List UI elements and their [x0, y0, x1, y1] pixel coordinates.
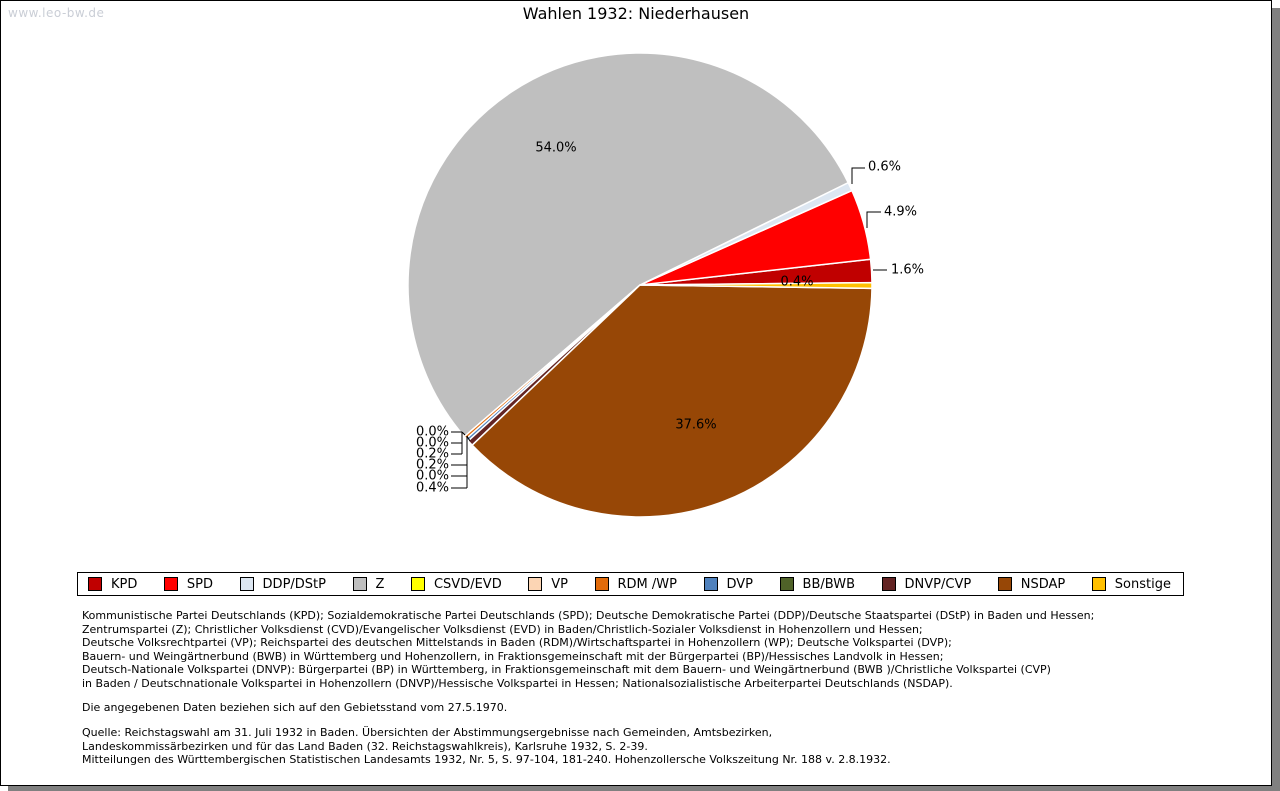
party-definitions-line: Zentrumspartei (Z); Christlicher Volksdi… [82, 622, 923, 636]
party-definitions-line: in Baden / Deutschnationale Volkspartei … [82, 676, 953, 690]
shadow-bottom [8, 786, 1272, 791]
legend-item-bb-bwb: BB/BWB [779, 576, 855, 592]
legend-item-csvd-evd: CSVD/EVD [410, 576, 502, 592]
legend-item-kpd: KPD [88, 577, 137, 592]
value-label-dvp: 0.2% [415, 457, 449, 473]
pie-chart-svg [407, 52, 887, 518]
legend-swatch [352, 577, 367, 591]
value-label-vp: 0.0% [415, 435, 449, 451]
value-label-dnvp: 0.4% [415, 480, 449, 496]
legend-label: KPD [111, 576, 138, 592]
party-definitions-line: Bauern- und Weingärtnerbund (BWB) in Wür… [82, 649, 944, 663]
legend-label: DNVP/CVP [904, 576, 972, 592]
legend-label: Z [375, 576, 385, 592]
leader-lines [451, 167, 887, 489]
watermark: www.leo-bw.de [8, 6, 105, 20]
legend-label: Sonstige [1114, 576, 1171, 592]
legend-swatch [1091, 577, 1106, 591]
legend-item-dvp: DVP [703, 576, 754, 592]
party-definitions-line: Kommunistische Partei Deutschlands (KPD)… [82, 609, 1095, 622]
shadow-right [1272, 8, 1280, 791]
legend-swatch [163, 577, 178, 591]
legend-label: DDP/DStP [262, 576, 326, 592]
legend-swatch [703, 577, 718, 591]
legend-swatch [594, 577, 609, 591]
legend-item-rdm-wp: RDM /WP [594, 576, 677, 592]
legend-label: DVP [726, 576, 754, 592]
legend-item-vp: VP [528, 577, 568, 592]
value-label-rdm: 0.2% [415, 446, 449, 462]
legend-item-z: Z [352, 576, 385, 592]
legend-item-sonstige: Sonstige [1091, 576, 1171, 592]
legend-swatch [88, 577, 102, 591]
legend-label: CSVD/EVD [433, 576, 502, 592]
party-definitions: Kommunistische Partei Deutschlands (KPD)… [82, 609, 1094, 690]
legend-swatch [528, 577, 543, 591]
value-label-csvd: 0.0% [415, 424, 449, 440]
pie-slice-z [407, 52, 849, 438]
legend-swatch [997, 577, 1012, 591]
legend-label: SPD [186, 576, 214, 592]
source-line: Landeskommissärbezirken und für das Land… [82, 739, 648, 753]
legend-swatch [881, 577, 896, 591]
value-label-nsdap: 37.6% [675, 417, 717, 433]
pie-slices [407, 52, 873, 518]
legend-item-nsdap: NSDAP [997, 576, 1066, 592]
pie-slice-sonstige [639, 281, 873, 290]
source-line: Quelle: Reichstagswahl am 31. Juli 1932 … [82, 726, 773, 739]
pie-chart: 54.0% 37.6% 0.4% 0.6% 4.9% 1.6% 0.0% 0.0… [407, 52, 925, 518]
legend-item-dnvp-cvp: DNVP/CVP [881, 576, 972, 592]
legend-label: NSDAP [1020, 576, 1066, 592]
source-line: Mitteilungen des Württembergischen Stati… [82, 753, 891, 766]
party-definitions-line: Deutsch-Nationale Volkspartei (DNVP): Bü… [82, 663, 1051, 676]
legend-swatch [239, 577, 254, 591]
source: Quelle: Reichstagswahl am 31. Juli 1932 … [82, 726, 891, 767]
legend-label: RDM /WP [617, 576, 677, 592]
party-definitions-line: Deutsche Volksrechtpartei (VP); Reichspa… [82, 636, 952, 649]
page-title: Wahlen 1932: Niederhausen [522, 4, 750, 23]
legend: KPD SPD DDP/DStP Z CSVD/EVD VP RDM /WP DVP BB/BW… [77, 572, 1184, 596]
pie-slice-nsdap [471, 284, 873, 518]
value-label-z: 54.0% [535, 140, 577, 156]
legend-swatch [410, 577, 425, 591]
value-label-ddp: 0.6% [868, 159, 902, 175]
legend-item-spd: SPD [163, 576, 214, 592]
legend-label: VP [551, 576, 568, 592]
legend-item-ddp-dstp: DDP/DStP [239, 576, 326, 592]
value-label-spd: 4.9% [884, 204, 918, 220]
value-label-bb: 0.0% [415, 468, 449, 484]
value-label-kpd: 1.6% [891, 262, 925, 278]
legend-label: BB/BWB [802, 576, 855, 592]
data-note: Die angegebenen Daten beziehen sich auf … [82, 701, 508, 714]
legend-swatch [779, 577, 794, 591]
value-label-sonstige: 0.4% [780, 274, 814, 290]
